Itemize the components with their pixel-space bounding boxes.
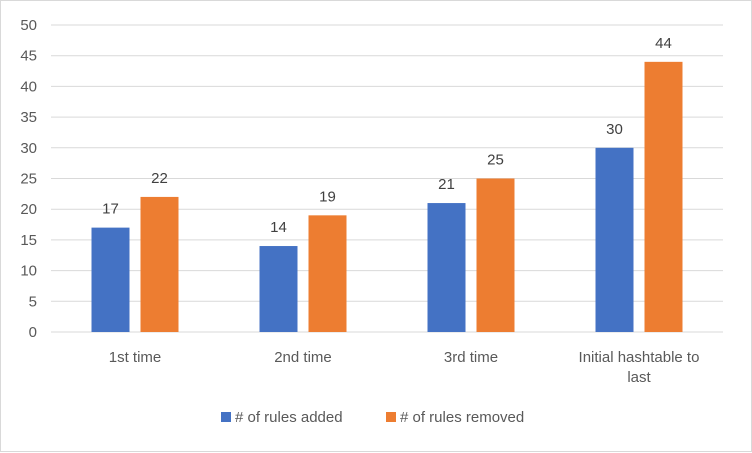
bar-rules-added: [91, 227, 130, 332]
y-tick-label: 30: [20, 140, 37, 157]
category-label: 3rd time: [444, 349, 498, 366]
y-tick-label: 5: [29, 293, 37, 310]
y-tick-label: 25: [20, 171, 37, 188]
bar-rules-added: [427, 203, 466, 332]
data-label: 14: [270, 219, 287, 236]
bar-rules-removed: [476, 178, 515, 332]
legend: # of rules added # of rules removed: [221, 409, 524, 426]
category-label: 1st time: [109, 349, 162, 366]
y-tick-label: 35: [20, 109, 37, 126]
category-label: Initial hashtable to last: [579, 349, 700, 386]
bars: [91, 61, 683, 333]
category-labels: 1st time 2nd time 3rd time Initial hashtabl…: [109, 349, 700, 386]
legend-label: # of rules removed: [400, 409, 524, 426]
y-tick-label: 15: [20, 232, 37, 249]
legend-swatch: [221, 412, 231, 422]
y-tick-label: 20: [20, 201, 37, 218]
bar-rules-removed: [140, 196, 179, 332]
y-tick-label: 10: [20, 263, 37, 280]
data-label: 25: [487, 152, 504, 169]
y-tick-label: 0: [29, 324, 37, 341]
y-axis-tick-labels: 0 5 10 15 20 25 30 35 40 45 50: [20, 17, 37, 341]
bar-rules-removed: [644, 61, 683, 333]
data-label: 22: [151, 170, 168, 187]
category-label: 2nd time: [274, 349, 332, 366]
legend-label: # of rules added: [235, 409, 343, 426]
data-label: 21: [438, 176, 455, 193]
data-label: 19: [319, 188, 336, 205]
data-label: 44: [655, 35, 672, 52]
data-label: 30: [606, 121, 623, 138]
y-tick-label: 40: [20, 78, 37, 95]
y-tick-label: 45: [20, 48, 37, 65]
y-tick-label: 50: [20, 17, 37, 34]
legend-swatch: [386, 412, 396, 422]
data-label: 17: [102, 201, 119, 218]
bar-rules-removed: [308, 215, 347, 332]
bar-rules-added: [259, 246, 298, 332]
bar-rules-added: [595, 147, 634, 332]
data-labels: 17 22 14 19 21 25 30 44: [102, 35, 672, 236]
